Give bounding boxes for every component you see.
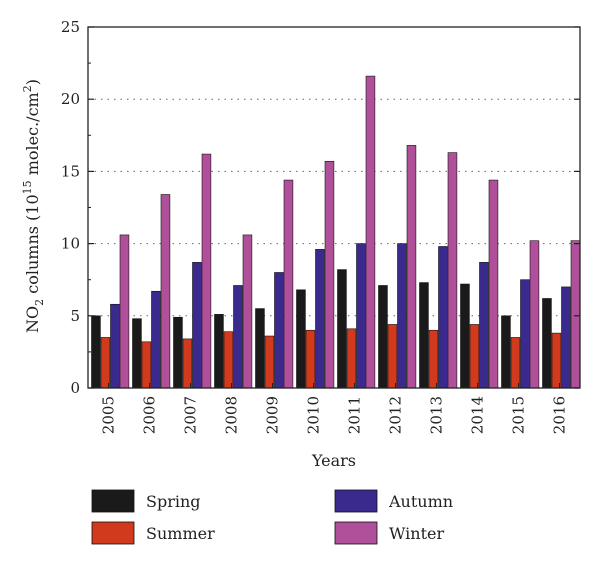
y-tick-label: 10 xyxy=(61,235,80,253)
legend: Spring Summer Autumn Winter xyxy=(91,489,453,545)
y-axis-title-sup1: 15 xyxy=(21,180,34,194)
bar-spring-2007 xyxy=(173,316,183,389)
y-axis-title-main: NO xyxy=(23,306,42,333)
legend-label-spring: Spring xyxy=(146,492,201,511)
x-tick-label: 2011 xyxy=(346,396,364,434)
bar-autumn-2009 xyxy=(274,272,284,389)
bar-summer-2008 xyxy=(223,331,234,389)
y-ticks: 0 5 10 15 20 25 xyxy=(61,18,580,397)
bar-autumn-2007 xyxy=(192,262,202,389)
bar-summer-2016 xyxy=(551,332,562,389)
bar-autumn-2006 xyxy=(151,290,161,389)
x-ticks: 2005 2006 2007 2008 2009 2010 2011 2012 2013 2014… xyxy=(100,383,569,434)
x-tick-label: 2016 xyxy=(551,396,569,434)
x-tick-label: 2010 xyxy=(305,396,323,434)
bar-winter-2012 xyxy=(406,145,417,389)
bar-winter-2015 xyxy=(529,240,540,389)
x-tick-label: 2006 xyxy=(141,396,159,434)
bars xyxy=(91,75,581,389)
bar-summer-2011 xyxy=(346,328,357,389)
y-tick-label: 5 xyxy=(70,307,80,325)
bar-autumn-2015 xyxy=(520,279,530,389)
bar-spring-2015 xyxy=(501,315,511,389)
bar-spring-2011 xyxy=(337,269,347,389)
x-tick-label: 2005 xyxy=(100,396,118,434)
bar-spring-2005 xyxy=(91,315,101,389)
bar-spring-2010 xyxy=(296,289,306,389)
x-tick-label: 2008 xyxy=(223,396,241,434)
x-tick-label: 2007 xyxy=(182,396,200,434)
x-axis-title: Years xyxy=(311,451,356,470)
legend-swatch-autumn xyxy=(334,489,378,513)
bar-spring-2016 xyxy=(542,298,552,389)
bar-spring-2013 xyxy=(419,282,429,389)
bar-winter-2009 xyxy=(283,179,294,389)
bar-autumn-2008 xyxy=(233,285,243,389)
bar-winter-2010 xyxy=(324,160,335,389)
bar-winter-2006 xyxy=(160,194,171,389)
y-tick-label: 0 xyxy=(70,379,80,397)
legend-label-summer: Summer xyxy=(146,524,215,543)
y-axis-title-mid: columns (10 xyxy=(23,194,42,298)
bar-summer-2009 xyxy=(264,335,275,389)
bar-autumn-2005 xyxy=(110,303,120,389)
bar-autumn-2010 xyxy=(315,249,325,389)
legend-swatch-winter xyxy=(334,521,378,545)
bar-summer-2012 xyxy=(387,324,398,389)
y-axis-title-sup2: 2 xyxy=(21,85,34,92)
legend-label-winter: Winter xyxy=(389,524,444,543)
bar-spring-2012 xyxy=(378,285,388,389)
legend-label-autumn: Autumn xyxy=(388,492,453,511)
bar-spring-2014 xyxy=(460,283,470,389)
x-tick-label: 2015 xyxy=(510,396,528,434)
y-tick-label: 20 xyxy=(61,90,80,108)
bar-spring-2006 xyxy=(132,318,142,389)
bar-autumn-2011 xyxy=(356,243,366,389)
legend-swatch-summer xyxy=(91,521,135,545)
bar-summer-2005 xyxy=(100,337,111,389)
bar-summer-2013 xyxy=(428,329,439,389)
y-tick-label: 25 xyxy=(61,18,80,36)
bar-summer-2010 xyxy=(305,329,316,389)
x-tick-label: 2013 xyxy=(428,396,446,434)
bar-winter-2013 xyxy=(447,152,458,389)
bar-winter-2008 xyxy=(242,234,253,389)
bar-autumn-2012 xyxy=(397,243,407,389)
x-tick-label: 2009 xyxy=(264,396,282,434)
y-axis-title-sub: 2 xyxy=(33,299,46,306)
x-tick-label: 2014 xyxy=(469,396,487,434)
y-axis-title-end: ) xyxy=(23,79,42,85)
y-axis-title-mid2: molec./cm xyxy=(23,92,42,180)
bar-autumn-2016 xyxy=(561,286,571,389)
bar-spring-2008 xyxy=(214,314,224,389)
y-axis-title: NO2 columns (1015 molec./cm2) xyxy=(21,79,46,333)
bar-autumn-2013 xyxy=(438,246,448,389)
bar-summer-2015 xyxy=(510,337,521,389)
x-tick-label: 2012 xyxy=(387,396,405,434)
bar-winter-2007 xyxy=(201,153,212,389)
bar-winter-2014 xyxy=(488,179,499,389)
legend-swatch-spring xyxy=(91,489,135,513)
bar-summer-2006 xyxy=(141,341,152,389)
bar-autumn-2014 xyxy=(479,262,489,389)
bar-spring-2009 xyxy=(255,308,265,389)
bar-winter-2016 xyxy=(570,240,581,389)
bar-winter-2005 xyxy=(119,234,130,389)
y-tick-label: 15 xyxy=(61,162,80,180)
bar-summer-2007 xyxy=(182,338,193,389)
bar-summer-2014 xyxy=(469,324,480,389)
bar-winter-2011 xyxy=(365,75,376,389)
